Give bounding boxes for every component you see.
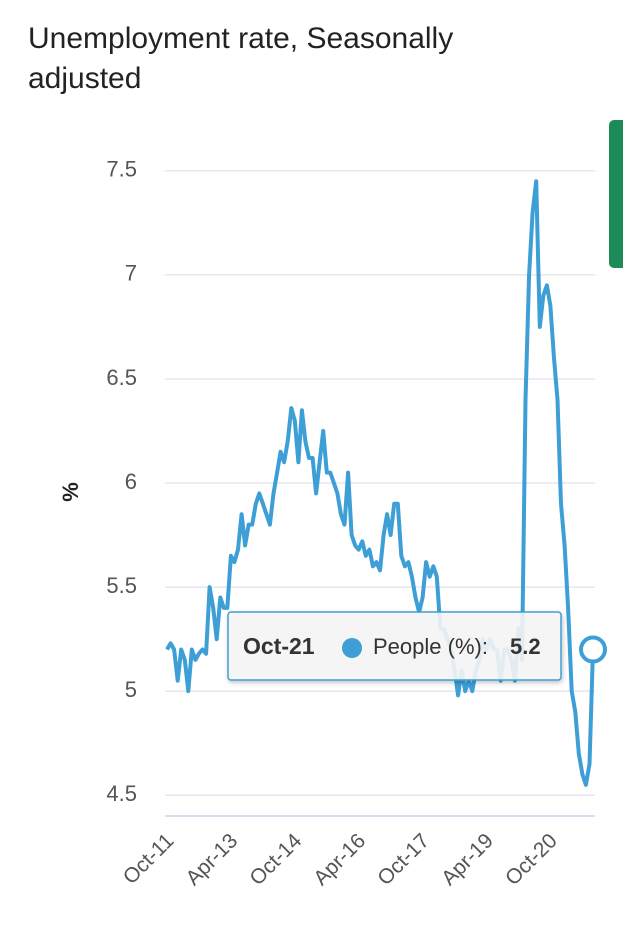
y-tick-label: 6.5 xyxy=(106,365,137,390)
x-tick-label: Apr-13 xyxy=(182,829,243,890)
tooltip: Oct-21 People (%): 5.2 xyxy=(227,611,562,681)
x-tick-label: Apr-19 xyxy=(437,829,498,890)
x-tick-label: Apr-16 xyxy=(309,829,370,890)
hover-marker xyxy=(579,635,607,664)
tooltip-label: People (%): xyxy=(373,634,488,659)
y-tick-label: 7 xyxy=(125,261,137,286)
chart-title: Unemployment rate, Seasonally adjusted xyxy=(28,22,453,95)
side-tab[interactable] xyxy=(609,120,623,268)
tooltip-box xyxy=(227,611,562,681)
y-axis-label: % xyxy=(58,482,83,502)
y-tick-label: 7.5 xyxy=(106,157,137,182)
x-tick-label: Oct-11 xyxy=(119,829,179,889)
x-tick-label: Oct-17 xyxy=(373,829,434,890)
y-tick-label: 5.5 xyxy=(106,573,137,598)
y-tick-label: 4.5 xyxy=(106,781,137,806)
tooltip-category: Oct-21 xyxy=(243,633,315,659)
y-tick-label: 6 xyxy=(125,469,137,494)
tooltip-dot xyxy=(342,638,362,658)
y-tick-label: 5 xyxy=(125,677,137,702)
x-tick-label: Oct-14 xyxy=(245,829,306,890)
tooltip-value: 5.2 xyxy=(510,634,541,659)
x-tick-label: Oct-20 xyxy=(501,829,562,890)
